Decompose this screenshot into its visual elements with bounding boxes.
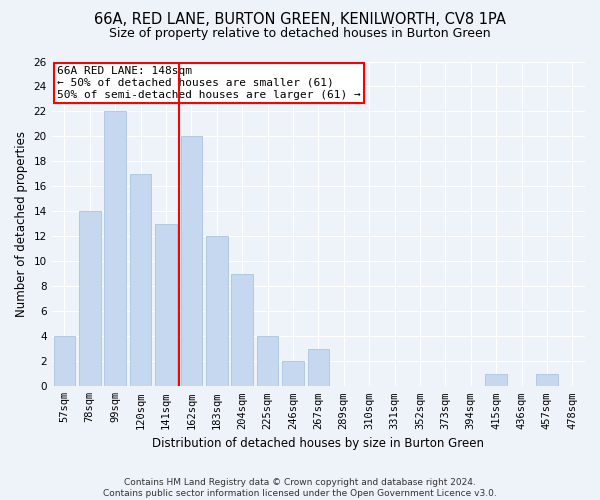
Bar	[232, 274, 253, 386]
Text: 66A, RED LANE, BURTON GREEN, KENILWORTH, CV8 1PA: 66A, RED LANE, BURTON GREEN, KENILWORTH,…	[94, 12, 506, 28]
Bar	[257, 336, 278, 386]
Bar	[206, 236, 227, 386]
Y-axis label: Number of detached properties: Number of detached properties	[15, 131, 28, 317]
Bar	[104, 112, 126, 386]
Bar	[53, 336, 75, 386]
Bar	[79, 212, 101, 386]
Text: Contains HM Land Registry data © Crown copyright and database right 2024.
Contai: Contains HM Land Registry data © Crown c…	[103, 478, 497, 498]
Text: 66A RED LANE: 148sqm
← 50% of detached houses are smaller (61)
50% of semi-detac: 66A RED LANE: 148sqm ← 50% of detached h…	[57, 66, 361, 100]
Bar	[130, 174, 151, 386]
Bar	[181, 136, 202, 386]
Bar	[282, 362, 304, 386]
Bar	[485, 374, 507, 386]
Text: Size of property relative to detached houses in Burton Green: Size of property relative to detached ho…	[109, 28, 491, 40]
X-axis label: Distribution of detached houses by size in Burton Green: Distribution of detached houses by size …	[152, 437, 484, 450]
Bar	[536, 374, 557, 386]
Bar	[155, 224, 177, 386]
Bar	[308, 349, 329, 387]
